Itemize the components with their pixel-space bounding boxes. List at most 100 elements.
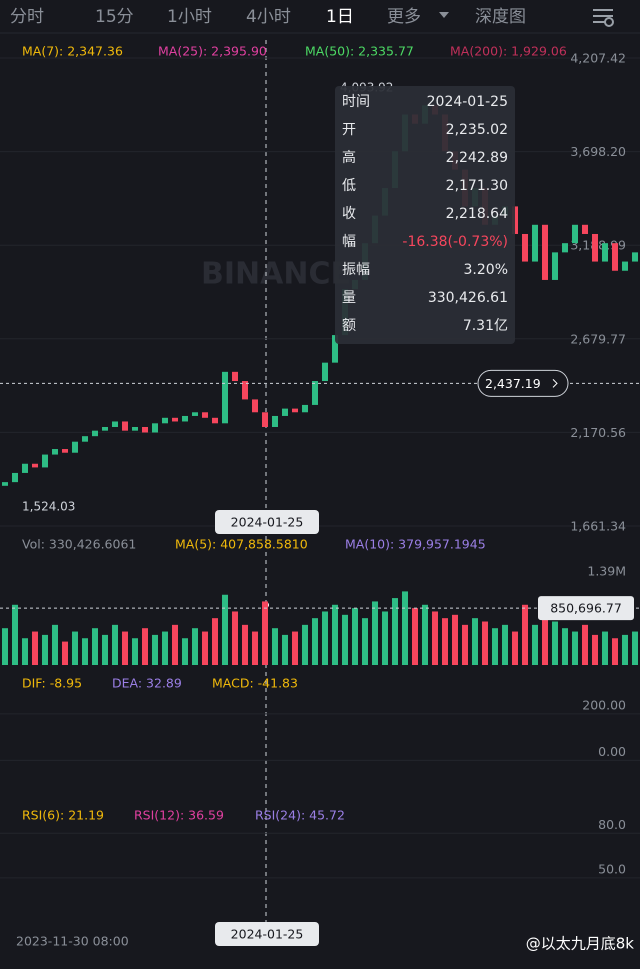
tooltip-label: 振幅: [342, 262, 370, 278]
y-tick-label: 2,170.56: [570, 425, 626, 440]
legend-item: DEA: 32.89: [112, 676, 182, 691]
volume-bar: [382, 611, 388, 665]
candle: [262, 412, 268, 427]
candle: [172, 417, 178, 422]
candle: [42, 454, 48, 468]
crosshair-date: 2024-01-25: [231, 515, 304, 530]
y-tick-label: 50.0: [598, 861, 626, 876]
candle: [292, 408, 298, 413]
volume-bar: [492, 628, 498, 665]
candle: [232, 371, 238, 382]
candle: [522, 233, 528, 262]
tab[interactable]: 分时: [10, 7, 44, 27]
candle: [312, 381, 318, 405]
footer-watermark: @以太九月底8k: [526, 935, 635, 953]
candle: [122, 421, 128, 431]
volume-bar: [572, 631, 578, 665]
volume-bar: [362, 618, 368, 665]
candle: [212, 417, 218, 424]
tab[interactable]: 深度图: [475, 7, 526, 27]
legend-item: RSI(12): 36.59: [134, 808, 224, 823]
candle: [192, 412, 198, 416]
tooltip-value: 2,235.02: [446, 122, 508, 138]
volume-bar: [592, 634, 598, 665]
volume-bar: [552, 621, 558, 665]
volume-bar: [42, 634, 48, 665]
volume-bar: [182, 638, 188, 665]
candle: [32, 463, 38, 468]
candle: [12, 472, 18, 483]
tooltip-value: 2024-01-25: [427, 94, 508, 110]
tooltip-value: 3.20%: [464, 262, 508, 278]
volume-bar: [292, 631, 298, 665]
volume-bar: [212, 618, 218, 665]
volume-bar: [202, 631, 208, 665]
candle: [612, 243, 618, 271]
candle: [52, 449, 58, 455]
volume-bar: [512, 631, 518, 665]
candle: [272, 415, 278, 427]
tooltip-label: 幅: [342, 234, 356, 250]
volume-bar: [272, 628, 278, 665]
volume-bar: [422, 604, 428, 665]
last-price-box[interactable]: [477, 369, 569, 397]
tooltip-label: 低: [342, 178, 356, 194]
volume-bar: [602, 631, 608, 665]
legend-item: Vol: 330,426.6061: [22, 537, 136, 552]
candle: [562, 243, 568, 253]
volume-bar: [502, 624, 508, 665]
volume-bar: [392, 598, 398, 665]
volume-bar: [472, 618, 478, 665]
legend-item: MA(10): 379,957.1945: [345, 537, 486, 552]
volume-bar: [82, 638, 88, 665]
volume-bar: [282, 634, 288, 665]
volume-bar: [62, 641, 68, 665]
tab[interactable]: 15分: [95, 7, 134, 27]
legend-item: MA(25): 2,395.90: [158, 44, 267, 59]
volume-bar: [222, 594, 228, 665]
volume-bar: [312, 618, 318, 665]
last-price-label[interactable]: 2,437.19: [485, 376, 541, 391]
candle: [62, 449, 68, 453]
tab[interactable]: 4小时: [246, 7, 291, 27]
volume-bar: [142, 628, 148, 665]
volume-bar: [52, 624, 58, 665]
candle: [542, 224, 548, 280]
volume-bar: [232, 611, 238, 665]
legend-item: RSI(24): 45.72: [255, 808, 345, 823]
volume-bar: [332, 604, 338, 665]
volume-bar: [32, 631, 38, 665]
volume-bar: [12, 604, 18, 665]
volume-bar: [162, 631, 168, 665]
candle: [532, 224, 538, 262]
settings-icon[interactable]: [593, 9, 614, 27]
candle: [602, 243, 608, 262]
tooltip-label: 时间: [342, 94, 370, 110]
tooltip-value: 2,171.30: [446, 178, 508, 194]
volume-bar: [402, 591, 408, 665]
volume-bar: [22, 638, 28, 665]
tab[interactable]: 1日: [326, 7, 354, 27]
legend-item: MACD: -41.83: [212, 676, 298, 691]
candle: [252, 399, 258, 413]
volume-bar: [442, 618, 448, 665]
candle: [242, 381, 248, 400]
watermark: BINANCE: [201, 257, 351, 292]
icon-bar: [593, 21, 605, 23]
tab[interactable]: 更多: [387, 7, 421, 27]
icon-gear: [604, 17, 614, 27]
legend-item: MA(7): 2,347.36: [22, 44, 123, 59]
candle: [282, 408, 288, 416]
dropdown-arrow[interactable]: [439, 12, 449, 18]
candle: [72, 441, 78, 453]
y-tick-label: 1.39M: [587, 564, 626, 579]
volume-bar: [482, 621, 488, 665]
volume-bar: [432, 611, 438, 665]
tab[interactable]: 1小时: [167, 7, 212, 27]
y-tick-label: 0.00: [598, 744, 626, 759]
volume-bar: [532, 624, 538, 665]
tooltip-label: 高: [342, 149, 356, 166]
